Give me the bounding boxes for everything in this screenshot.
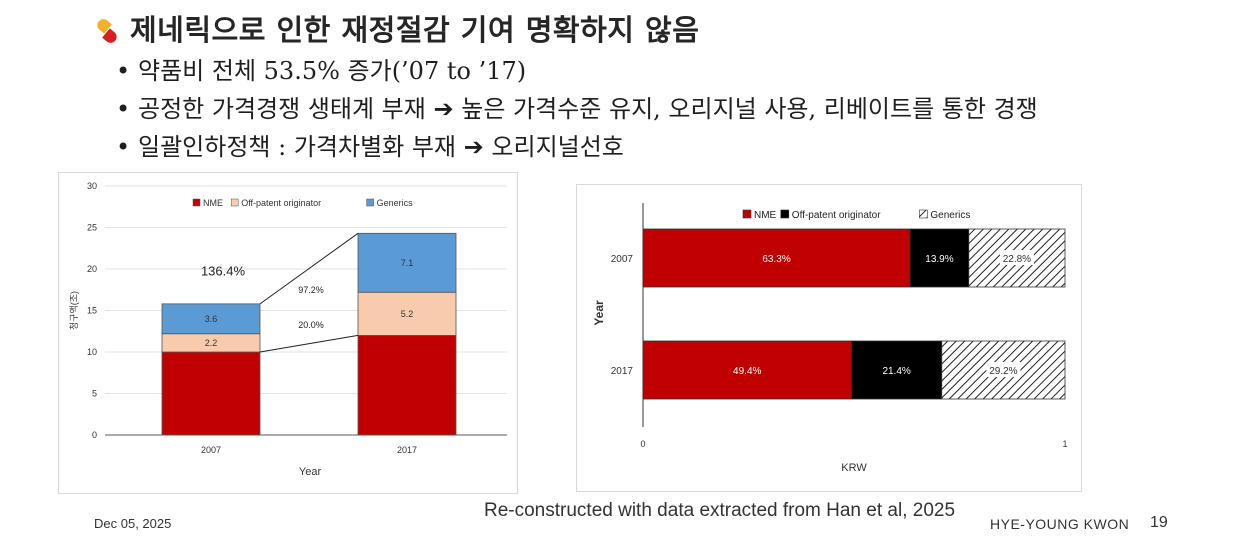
slide-title: 제네릭으로 인한 재정절감 기여 명확하지 않음 — [130, 13, 700, 47]
data-label-bg — [999, 250, 1034, 265]
bar-segment — [909, 228, 970, 288]
bullet-text: 공정한 가격경쟁 생태계 부재 — [138, 95, 426, 123]
annotation-label: 136.4% — [201, 264, 246, 279]
data-label: 29.2% — [989, 366, 1017, 377]
pill-icon — [94, 15, 120, 46]
bullet-list: • 약품비 전체 53.5% 증가(’07 to ’17) • 공정한 가격경쟁 생… — [116, 52, 1038, 166]
data-label: 13.9% — [925, 254, 953, 265]
legend-swatch — [919, 209, 928, 219]
legend-swatch — [780, 209, 790, 219]
bar-segment — [357, 334, 457, 436]
legend-swatch — [230, 198, 239, 207]
connector-line — [259, 334, 359, 353]
y-tick-label: 30 — [87, 181, 97, 191]
y-tick-label: 15 — [87, 306, 97, 316]
y-tick-label: 2007 — [611, 254, 634, 265]
x-tick-label: 2007 — [201, 445, 221, 455]
footer-author: HYE-YOUNG KWON — [990, 516, 1130, 532]
arrow-right-icon: ➔ — [463, 133, 484, 161]
bullet-text: 약품비 전체 53.5% 증가(’07 to ’17) — [138, 57, 527, 85]
bullet-text: 오리지널선호 — [491, 133, 624, 161]
footer-source: Re-constructed with data extracted from … — [484, 500, 956, 521]
footer-date: Dec 05, 2025 — [94, 516, 172, 531]
data-label: 2.2 — [205, 338, 218, 348]
data-label: 49.4% — [733, 366, 761, 377]
y-axis-label: 청구액(조) — [68, 291, 79, 330]
bar-segment — [642, 228, 911, 288]
legend-label: Off-patent originator — [241, 198, 321, 208]
bar-segment — [357, 291, 457, 336]
y-tick-label: 0 — [92, 430, 97, 440]
legend-label: Off-patent originator — [792, 210, 881, 221]
x-tick-label: 1 — [1062, 439, 1067, 449]
legend-label: Generics — [377, 198, 414, 208]
annotation-bg — [285, 322, 337, 337]
chart-panel-stacked-bar: 0 5 10 15 20 25 30 청구액(조) 2.2 3.6 2007 5.2 7.1 2017 Ye… — [58, 172, 518, 494]
arrow-right-icon: ➔ — [433, 95, 454, 123]
data-label: 22.8% — [1003, 254, 1031, 265]
y-tick-label: 25 — [87, 223, 97, 233]
annotation-label: 20.0% — [298, 320, 324, 330]
annotation-bg — [285, 288, 337, 303]
legend-swatch — [366, 198, 374, 207]
bar-segment — [161, 351, 261, 436]
y-tick-label: 20 — [87, 264, 97, 274]
x-axis-label: KRW — [841, 462, 867, 474]
bullet-text: 일괄인하정책 : 가격차별화 부재 — [138, 133, 457, 161]
share-bar-chart: 63.3% 13.9% 22.8% 2007 49.4% 21.4% 29.2% 2017 0 1… — [592, 203, 1068, 474]
data-label: 21.4% — [882, 366, 910, 377]
data-label: 63.3% — [762, 254, 790, 265]
connector-line — [259, 232, 359, 305]
legend-swatch — [192, 198, 201, 207]
chart-panel-share-bar: 63.3% 13.9% 22.8% 2007 49.4% 21.4% 29.2% 2017 0 1… — [576, 184, 1082, 492]
legend-swatch — [742, 209, 752, 219]
stacked-bar-chart: 0 5 10 15 20 25 30 청구액(조) 2.2 3.6 2007 5.2 7.1 2017 Ye… — [68, 181, 507, 478]
legend-label: NME — [754, 210, 777, 221]
bar-segment — [851, 340, 943, 400]
bullet-item: • 일괄인하정책 : 가격차별화 부재 ➔ 오리지널선호 — [116, 133, 624, 161]
legend-label: Generics — [930, 210, 970, 221]
bullet-text: 높은 가격수준 유지, 오리지널 사용, 리베이트를 통한 경쟁 — [461, 95, 1038, 123]
bar-segment — [161, 303, 261, 335]
y-axis-label: Year — [592, 300, 606, 326]
data-label-bg — [986, 362, 1021, 377]
legend-label: NME — [203, 198, 223, 208]
x-tick-label: 0 — [640, 439, 645, 449]
bullet-item: • 공정한 가격경쟁 생태계 부재 ➔ 높은 가격수준 유지, 오리지널 사용, … — [116, 95, 1038, 123]
bar-segment — [357, 232, 457, 293]
data-label: 3.6 — [205, 314, 218, 324]
y-tick-label: 2017 — [611, 366, 634, 377]
data-label: 7.1 — [401, 258, 414, 268]
x-tick-label: 2017 — [397, 445, 417, 455]
annotation-label: 97.2% — [298, 285, 324, 295]
x-axis-label: Year — [299, 466, 322, 478]
bar-segment — [642, 340, 852, 400]
y-tick-label: 5 — [92, 389, 97, 399]
slide-title-row: 제네릭으로 인한 재정절감 기여 명확하지 않음 — [94, 8, 699, 48]
bullet-item: • 약품비 전체 53.5% 증가(’07 to ’17) — [116, 57, 527, 85]
y-tick-label: 10 — [87, 347, 97, 357]
data-label: 5.2 — [401, 309, 414, 319]
footer-page-number: 19 — [1150, 514, 1168, 531]
